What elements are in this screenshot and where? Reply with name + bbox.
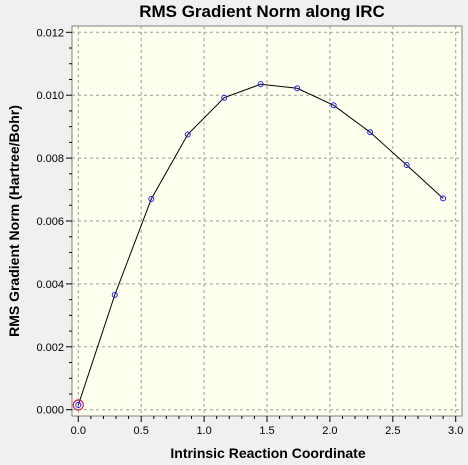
grid — [72, 26, 462, 416]
x-tick-label: 2.5 — [385, 425, 400, 437]
x-tick-label: 1.5 — [259, 425, 274, 437]
data-point — [111, 291, 118, 298]
y-tick-label: 0.006 — [36, 216, 64, 228]
axis-ticks — [66, 31, 457, 422]
y-tick-label: 0.000 — [36, 405, 64, 417]
data-point — [367, 129, 374, 136]
data-point — [221, 94, 228, 101]
y-tick-label: 0.008 — [36, 153, 64, 165]
data-point — [257, 81, 264, 88]
x-tick-label: 1.0 — [196, 425, 211, 437]
chart-title: RMS Gradient Norm along IRC — [139, 2, 385, 21]
series-line — [77, 83, 444, 406]
highlight-point — [72, 399, 84, 411]
data-point — [440, 195, 447, 202]
data-point — [403, 162, 410, 169]
x-tick-label: 0.0 — [71, 425, 86, 437]
x-axis-label: Intrinsic Reaction Coordinate — [170, 445, 365, 461]
x-tick-label: 0.5 — [134, 425, 149, 437]
x-tick-labels: 0.0 0.5 1.0 1.5 2.0 2.5 3.0 — [71, 425, 464, 437]
y-tick-label: 0.010 — [36, 90, 64, 102]
x-tick-label: 3.0 — [448, 425, 463, 437]
y-tick-label: 0.004 — [36, 279, 64, 291]
data-points — [72, 81, 447, 411]
data-point — [184, 131, 191, 138]
x-tick-label: 2.0 — [322, 425, 337, 437]
y-tick-label: 0.012 — [36, 27, 64, 39]
y-tick-label: 0.002 — [36, 342, 64, 354]
data-point — [330, 102, 337, 109]
y-axis-label: RMS Gradient Norm (Hartree/Bohr) — [6, 105, 22, 337]
data-point — [148, 195, 155, 202]
data-point — [294, 85, 301, 92]
data-point — [75, 401, 82, 408]
y-tick-labels: 0.000 0.002 0.004 0.006 0.008 0.010 0.012 — [36, 27, 64, 416]
